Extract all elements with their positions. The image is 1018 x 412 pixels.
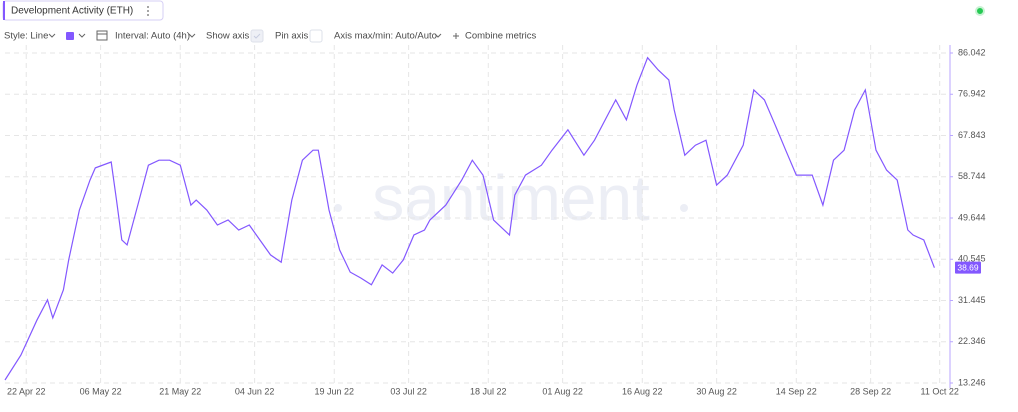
x-tick-label: 14 Sep 22 [776, 386, 817, 396]
chevron [48, 33, 56, 38]
x-tick-label: 06 May 22 [80, 386, 122, 396]
last-value-label: 38.69 [957, 262, 979, 272]
show-axis-label: Show axis [206, 31, 250, 42]
x-tick-label: 28 Sep 22 [850, 386, 891, 396]
chevron [188, 33, 196, 38]
axis-range-selector[interactable]: Axis max/min: Auto/Auto [334, 31, 437, 42]
pin-axis-label: Pin axis [275, 31, 309, 42]
line-series [4, 56, 935, 381]
plus-icon [453, 33, 459, 39]
color-swatch[interactable] [66, 32, 74, 40]
chevron [78, 33, 86, 38]
x-tick-label: 21 May 22 [159, 386, 201, 396]
show-axis-checkbox[interactable] [250, 29, 264, 43]
x-tick-label: 01 Aug 22 [542, 386, 583, 396]
combine-metrics[interactable]: Combine metrics [465, 31, 537, 42]
style-selector[interactable]: Style: Line [4, 31, 48, 42]
x-tick-label: 30 Aug 22 [696, 386, 737, 396]
interval-selector[interactable]: Interval: Auto (4h) [115, 31, 190, 42]
y-tick-label: 40.545 [958, 254, 986, 264]
menu-dots[interactable] [147, 6, 149, 16]
y-tick-label: 13.246 [958, 377, 986, 387]
x-tick-label: 11 Oct 22 [921, 386, 959, 396]
y-tick-label: 31.445 [958, 295, 986, 305]
y-tick-label: 76.942 [958, 89, 986, 99]
x-tick-label: 19 Jun 22 [314, 386, 354, 396]
metric-name: Development Activity (ETH) [11, 6, 133, 17]
last-value-badge [955, 261, 981, 274]
x-tick-label: 04 Jun 22 [235, 386, 275, 396]
check [253, 33, 261, 39]
x-tick-label: 22 Apr 22 [7, 386, 46, 396]
x-tick-label: 18 Jul 22 [470, 386, 507, 396]
metric-chip-accent [3, 1, 5, 20]
chevron [434, 33, 442, 38]
pin-axis-checkbox[interactable] [309, 29, 323, 43]
x-tick-label: 03 Jul 22 [390, 386, 427, 396]
y-tick-label: 58.744 [958, 171, 986, 181]
y-tick-label: 22.346 [958, 336, 986, 346]
y-tick-label: 49.644 [958, 212, 986, 222]
calendar-icon [96, 30, 108, 41]
y-tick-label: 86.042 [958, 47, 986, 57]
y-tick-label: 67.843 [958, 130, 986, 140]
x-tick-label: 16 Aug 22 [622, 386, 663, 396]
status-dot [975, 6, 985, 16]
